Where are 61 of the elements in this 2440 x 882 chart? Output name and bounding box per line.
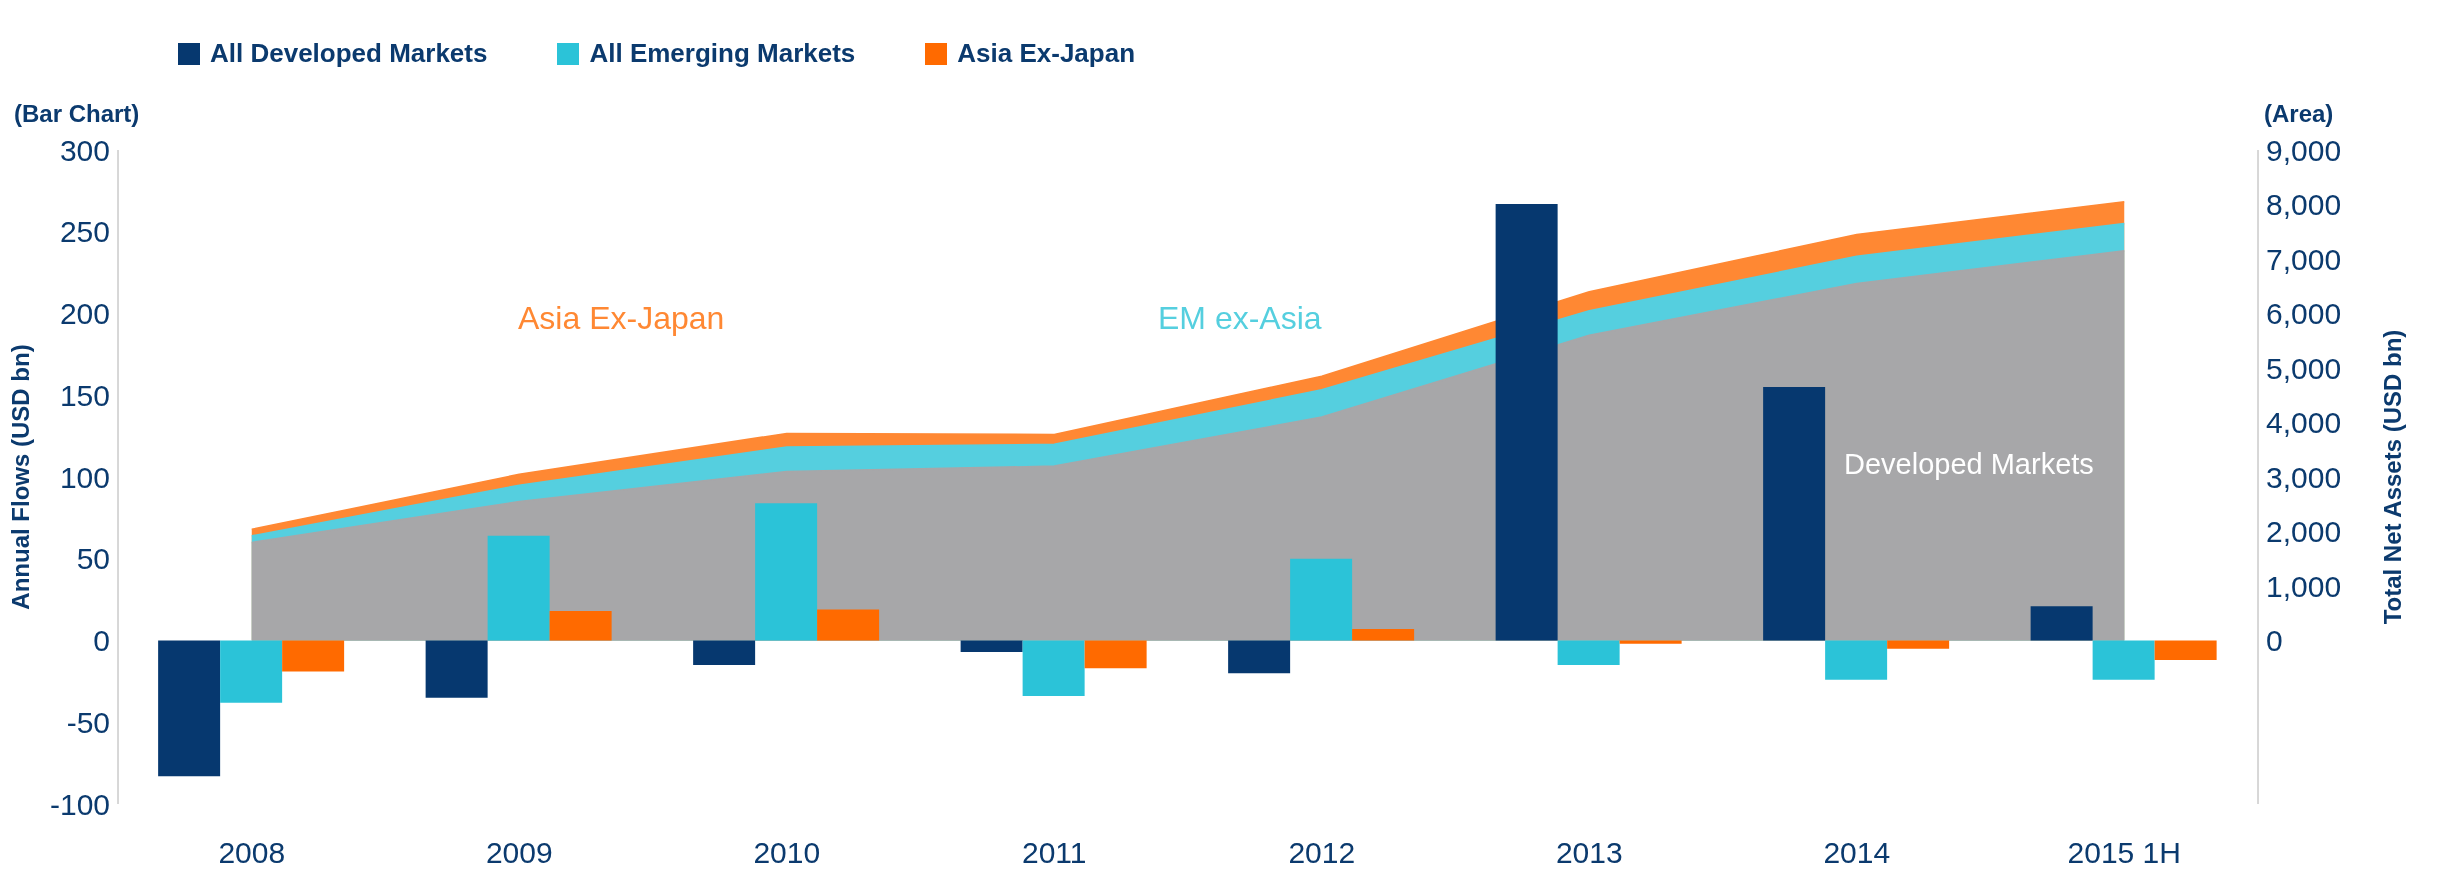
- bar: [158, 640, 221, 777]
- text: Asia Ex-Japan: [518, 300, 725, 337]
- x-tick-label: 2009: [485, 836, 553, 870]
- y-tick-label: -50: [66, 705, 110, 739]
- y2-tick-label: 6,000: [2266, 297, 2342, 331]
- y2-tick-label: 7,000: [2266, 242, 2342, 276]
- series-label: EM ex-Asia: [1158, 300, 1322, 337]
- x-tick-label: 2008: [218, 836, 286, 870]
- bar: [755, 503, 818, 641]
- legend-label: Asia Ex-Japan: [957, 38, 1136, 69]
- y-tick-label: 150: [59, 378, 110, 412]
- x-tick-label: 2011: [1021, 836, 1087, 870]
- y-tick-label: 0: [93, 624, 110, 658]
- y2-axis-title: Total Net Assets (USD bn): [2378, 329, 2406, 625]
- y-tick-label: 300: [59, 133, 110, 167]
- bar: [2092, 640, 2155, 680]
- bar: [1887, 640, 1950, 649]
- bar: [282, 640, 345, 672]
- y2-tick-label: 5,000: [2266, 351, 2342, 385]
- x-tick-label: 2015 1H: [2067, 836, 2181, 870]
- y2-tick-label: 4,000: [2266, 406, 2342, 440]
- bar: [1352, 629, 1415, 641]
- bar: [1084, 640, 1147, 669]
- bar: [693, 640, 756, 666]
- text: (Bar Chart): [14, 100, 140, 128]
- bar: [1825, 640, 1888, 680]
- y2-tick-label: 8,000: [2266, 188, 2342, 222]
- bar: [1619, 640, 1682, 644]
- bar: [1228, 640, 1291, 674]
- bar: [549, 611, 612, 641]
- y-tick-label: 100: [59, 460, 110, 494]
- y2-tick-label: 9,000: [2266, 133, 2342, 167]
- bar: [1290, 558, 1353, 641]
- bar: [2030, 606, 2093, 641]
- y-axis-title: Annual Flows (USD bn): [6, 344, 34, 610]
- y2-tick-label: 1,000: [2266, 569, 2342, 603]
- bar: [1022, 640, 1085, 697]
- bar: [487, 535, 550, 641]
- bar: [1495, 203, 1558, 641]
- text: (Area): [2264, 100, 2334, 128]
- x-tick-label: 2010: [753, 836, 821, 870]
- y2-tick-label: 2,000: [2266, 515, 2342, 549]
- bar: [1557, 640, 1620, 666]
- y-tick-label: 250: [59, 215, 110, 249]
- y2-tick-label: 0: [2266, 624, 2283, 658]
- bar: [960, 640, 1023, 652]
- x-tick-label: 2014: [1823, 836, 1891, 870]
- series-label: Developed Markets: [1844, 448, 2094, 481]
- y-tick-label: -100: [49, 787, 110, 821]
- bar: [817, 609, 880, 641]
- bar: [425, 640, 488, 698]
- x-tick-label: 2013: [1555, 836, 1623, 870]
- legend-label: All Emerging Markets: [589, 38, 856, 69]
- bar: [220, 640, 283, 703]
- y2-tick-label: 3,000: [2266, 460, 2342, 494]
- x-tick-label: 2012: [1288, 836, 1356, 870]
- y-tick-label: 50: [76, 542, 110, 576]
- y-tick-label: 200: [59, 297, 110, 331]
- bar: [1763, 387, 1826, 641]
- bar: [2154, 640, 2217, 661]
- legend-label: All Developed Markets: [210, 38, 488, 69]
